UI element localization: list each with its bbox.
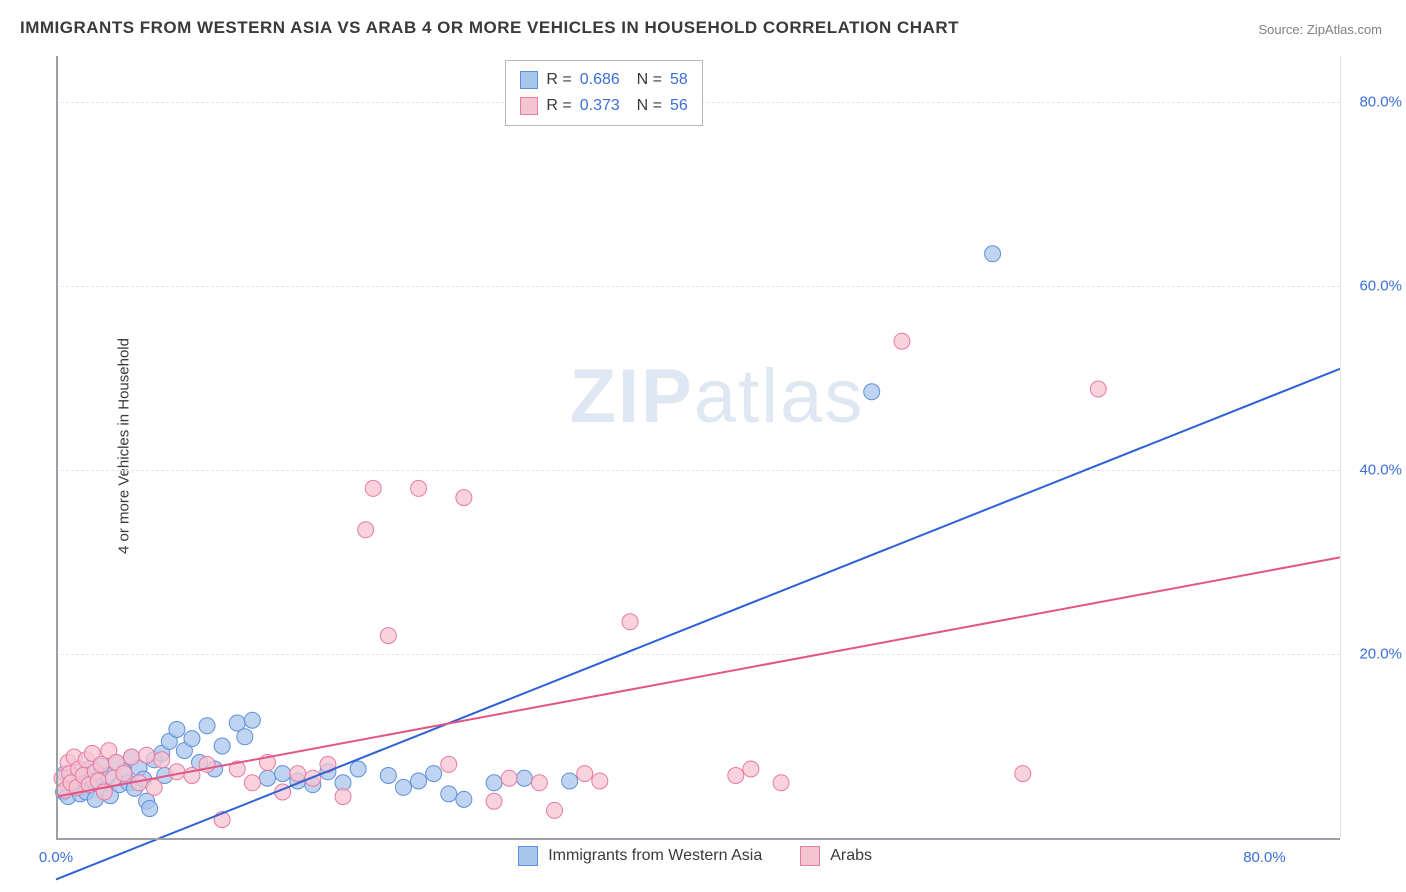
scatter-point <box>864 384 880 400</box>
trend-line <box>56 369 1340 880</box>
scatter-point <box>773 775 789 791</box>
scatter-point <box>154 752 170 768</box>
scatter-point <box>214 738 230 754</box>
legend-label: Arabs <box>830 847 872 865</box>
y-tick-label: 20.0% <box>1359 646 1402 663</box>
scatter-point <box>335 789 351 805</box>
scatter-point <box>199 718 215 734</box>
x-tick-label: 0.0% <box>39 849 73 866</box>
scatter-point <box>244 712 260 728</box>
legend-swatch <box>518 846 538 866</box>
stat-value-n: 56 <box>670 93 688 119</box>
y-axis <box>56 56 58 838</box>
scatter-point <box>516 770 532 786</box>
stat-label-r: R = <box>546 93 571 119</box>
plot-right-edge <box>1340 56 1341 838</box>
scatter-point <box>380 628 396 644</box>
scatter-point <box>237 729 253 745</box>
scatter-point <box>426 766 442 782</box>
scatter-point <box>441 786 457 802</box>
scatter-point <box>486 793 502 809</box>
y-tick-label: 60.0% <box>1359 278 1402 295</box>
scatter-point <box>139 747 155 763</box>
plot-area: 20.0%40.0%60.0%80.0%0.0%80.0%ZIPatlasR =… <box>56 56 1340 838</box>
legend: Immigrants from Western Asia Arabs <box>518 846 900 866</box>
scatter-point <box>142 801 158 817</box>
scatter-point <box>592 773 608 789</box>
scatter-point <box>562 773 578 789</box>
scatter-point <box>486 775 502 791</box>
stat-value-r: 0.686 <box>580 67 620 93</box>
scatter-point <box>290 766 306 782</box>
scatter-point <box>894 333 910 349</box>
scatter-point <box>546 802 562 818</box>
chart-title: IMMIGRANTS FROM WESTERN ASIA VS ARAB 4 O… <box>20 18 959 38</box>
scatter-point <box>441 756 457 772</box>
stat-label-r: R = <box>546 67 571 93</box>
scatter-point <box>395 779 411 795</box>
scatter-point <box>169 764 185 780</box>
x-tick-label: 80.0% <box>1243 849 1286 866</box>
stats-box: R = 0.686 N = 58 R = 0.373 N = 56 <box>505 60 702 126</box>
stats-row: R = 0.686 N = 58 <box>520 67 687 93</box>
scatter-point <box>743 761 759 777</box>
scatter-point <box>985 246 1001 262</box>
legend-swatch <box>800 846 820 866</box>
stat-label-n: N = <box>628 93 662 119</box>
scatter-point <box>244 775 260 791</box>
scatter-point <box>169 721 185 737</box>
scatter-point <box>728 767 744 783</box>
legend-label: Immigrants from Western Asia <box>548 847 762 865</box>
stat-label-n: N = <box>628 67 662 93</box>
legend-swatch <box>520 71 538 89</box>
stats-row: R = 0.373 N = 56 <box>520 93 687 119</box>
legend-swatch <box>520 97 538 115</box>
scatter-point <box>577 766 593 782</box>
scatter-point <box>124 749 140 765</box>
scatter-point <box>531 775 547 791</box>
scatter-point <box>365 480 381 496</box>
scatter-point <box>275 766 291 782</box>
scatter-point <box>350 761 366 777</box>
scatter-point <box>622 614 638 630</box>
scatter-point <box>501 770 517 786</box>
scatter-point <box>146 779 162 795</box>
stat-value-n: 58 <box>670 67 688 93</box>
scatter-point <box>1090 381 1106 397</box>
scatter-point <box>380 767 396 783</box>
scatter-point <box>1015 766 1031 782</box>
scatter-point <box>358 522 374 538</box>
scatter-point <box>184 731 200 747</box>
chart-container: IMMIGRANTS FROM WESTERN ASIA VS ARAB 4 O… <box>0 0 1406 892</box>
trend-line <box>56 557 1340 796</box>
y-tick-label: 80.0% <box>1359 94 1402 111</box>
scatter-point <box>411 773 427 789</box>
scatter-point <box>411 480 427 496</box>
scatter-point <box>259 770 275 786</box>
scatter-point <box>116 766 132 782</box>
x-axis <box>56 838 1340 840</box>
y-tick-label: 40.0% <box>1359 462 1402 479</box>
scatter-point <box>456 490 472 506</box>
scatter-point <box>456 791 472 807</box>
plot-svg <box>56 56 1340 838</box>
source-label: Source: ZipAtlas.com <box>1258 22 1382 37</box>
stat-value-r: 0.373 <box>580 93 620 119</box>
